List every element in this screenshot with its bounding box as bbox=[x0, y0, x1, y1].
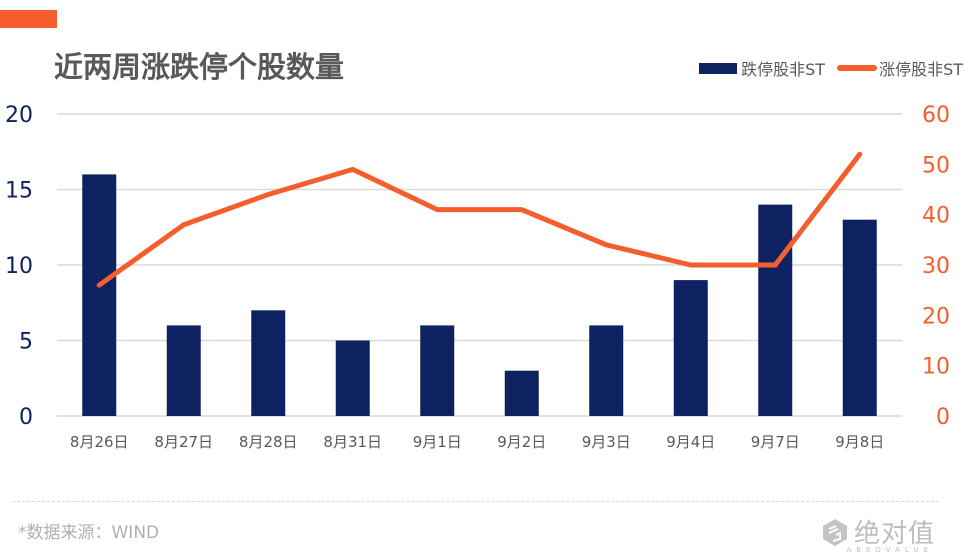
left-axis: 0 5 10 15 20 bbox=[5, 103, 33, 430]
x-axis-tick: 9月3日 bbox=[582, 433, 631, 451]
logo-subtext: ABSOVALUE bbox=[846, 546, 933, 554]
legend-label: 涨停股非ST bbox=[879, 60, 963, 79]
x-axis-tick: 9月8日 bbox=[835, 433, 884, 451]
bar-swatch-icon bbox=[699, 62, 738, 74]
right-axis-tick: 30 bbox=[922, 254, 950, 279]
left-axis-tick: 5 bbox=[19, 330, 33, 355]
x-axis-tick: 8月28日 bbox=[239, 433, 298, 451]
left-axis-tick: 0 bbox=[19, 405, 33, 430]
x-axis-tick: 8月26日 bbox=[70, 433, 129, 451]
legend-label: 跌停股非ST bbox=[741, 60, 826, 79]
bar bbox=[758, 204, 793, 416]
bar bbox=[842, 219, 877, 416]
logo-text: 绝对值 bbox=[853, 519, 935, 549]
line-path bbox=[96, 151, 863, 288]
hexagon-logo-icon bbox=[822, 518, 847, 546]
bar bbox=[589, 325, 624, 416]
line-swatch-icon bbox=[837, 65, 878, 71]
right-axis-tick: 50 bbox=[922, 153, 950, 178]
bar-series bbox=[82, 174, 877, 416]
right-axis-tick: 60 bbox=[922, 103, 950, 128]
legend-item-limit-up: 涨停股非ST bbox=[837, 56, 963, 80]
bar bbox=[166, 325, 201, 416]
accent-bar bbox=[0, 10, 57, 28]
bar bbox=[251, 310, 286, 416]
chart-title: 近两周涨跌停个股数量 bbox=[54, 50, 345, 84]
left-axis-tick: 10 bbox=[5, 254, 33, 279]
x-axis-tick: 8月27日 bbox=[154, 433, 213, 451]
bar bbox=[335, 340, 370, 416]
brand-logo: 绝对值 ABSOVALUE bbox=[820, 513, 935, 554]
x-axis-tick: 8月31日 bbox=[323, 433, 382, 451]
bar bbox=[673, 280, 708, 416]
right-axis-tick: 10 bbox=[922, 355, 950, 380]
line-series bbox=[96, 151, 863, 288]
x-axis: 8月26日 8月27日 8月28日 8月31日 9月1日 9月2日 9月3日 9月4日 9月7日… bbox=[70, 433, 884, 451]
bar bbox=[420, 325, 455, 416]
bar bbox=[504, 370, 539, 416]
data-source: *数据来源：WIND bbox=[18, 523, 160, 543]
bar bbox=[82, 174, 117, 416]
left-axis-tick: 20 bbox=[5, 103, 33, 128]
x-axis-tick: 9月4日 bbox=[666, 433, 715, 451]
x-axis-tick: 9月2日 bbox=[497, 433, 546, 451]
footer-divider bbox=[12, 501, 939, 502]
right-axis-tick: 40 bbox=[922, 204, 950, 229]
x-axis-tick: 9月7日 bbox=[751, 433, 800, 451]
legend-item-limit-down: 跌停股非ST bbox=[699, 56, 825, 80]
right-axis-tick: 0 bbox=[936, 405, 950, 430]
right-axis-tick: 20 bbox=[922, 304, 950, 329]
left-axis-tick: 15 bbox=[5, 179, 33, 204]
right-axis: 0 10 20 30 40 50 60 bbox=[922, 103, 950, 430]
x-axis-tick: 9月1日 bbox=[413, 433, 462, 451]
legend: 跌停股非ST 涨停股非ST bbox=[687, 56, 963, 80]
